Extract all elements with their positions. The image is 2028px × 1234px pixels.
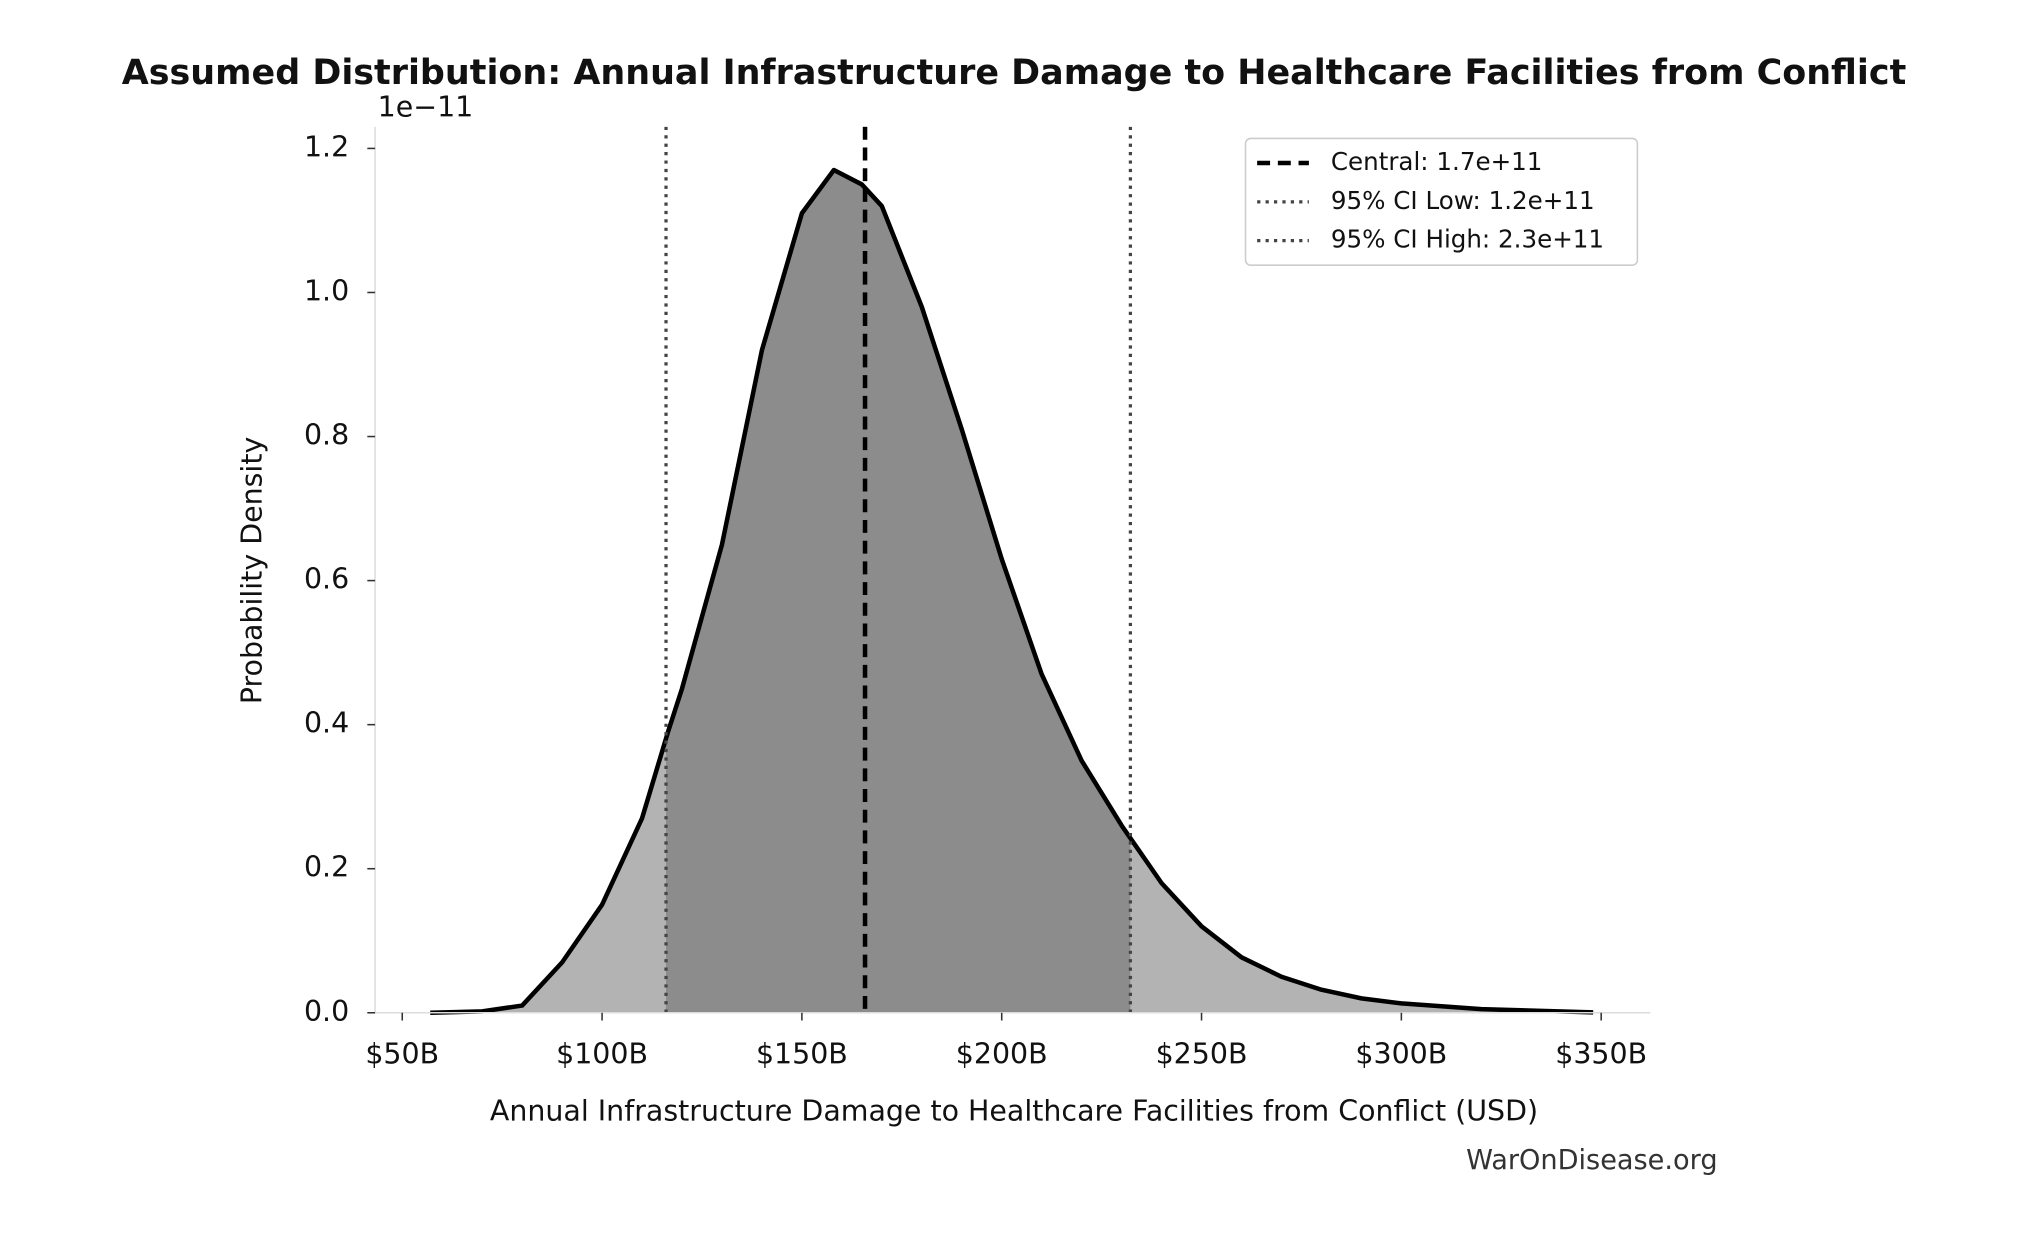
y-tick-label: 0.2	[304, 851, 349, 884]
x-tick-label: $50B	[365, 1037, 439, 1070]
x-tick-label: $200B	[956, 1037, 1048, 1070]
density-line	[430, 167, 1594, 1016]
watermark: WarOnDisease.org	[1466, 1145, 1717, 1176]
y-axis-label: Probability Density	[236, 437, 269, 704]
y-tick-label: 1.0	[304, 274, 349, 307]
ci-area	[666, 170, 1131, 1013]
x-tick-label: $300B	[1355, 1037, 1447, 1070]
legend-box	[1244, 137, 1639, 266]
x-tick-label: $100B	[556, 1037, 648, 1070]
legend-label: 95% CI Low: 1.2e+11	[1331, 186, 1595, 215]
legend: Central: 1.7e+11 95% CI Low: 1.2e+11 95% C…	[1244, 137, 1639, 266]
y-tick-label: 0.8	[304, 419, 349, 452]
y-tick-label: 0.0	[304, 995, 349, 1028]
x-tick-label: $150B	[756, 1037, 848, 1070]
y-multiplier: 1e−11	[378, 91, 474, 124]
x-tick-label: $350B	[1555, 1037, 1647, 1070]
legend-label: 95% CI High: 2.3e+11	[1331, 225, 1604, 254]
y-tick-label: 0.4	[304, 707, 349, 740]
legend-label: Central: 1.7e+11	[1331, 147, 1543, 176]
y-tick-label: 1.2	[304, 130, 349, 163]
x-axis-label: Annual Infrastructure Damage to Healthca…	[490, 1094, 1538, 1127]
y-tick-label: 0.6	[304, 563, 349, 596]
chart-title: Assumed Distribution: Annual Infrastruct…	[122, 53, 1907, 93]
x-tick-label: $250B	[1156, 1037, 1248, 1070]
